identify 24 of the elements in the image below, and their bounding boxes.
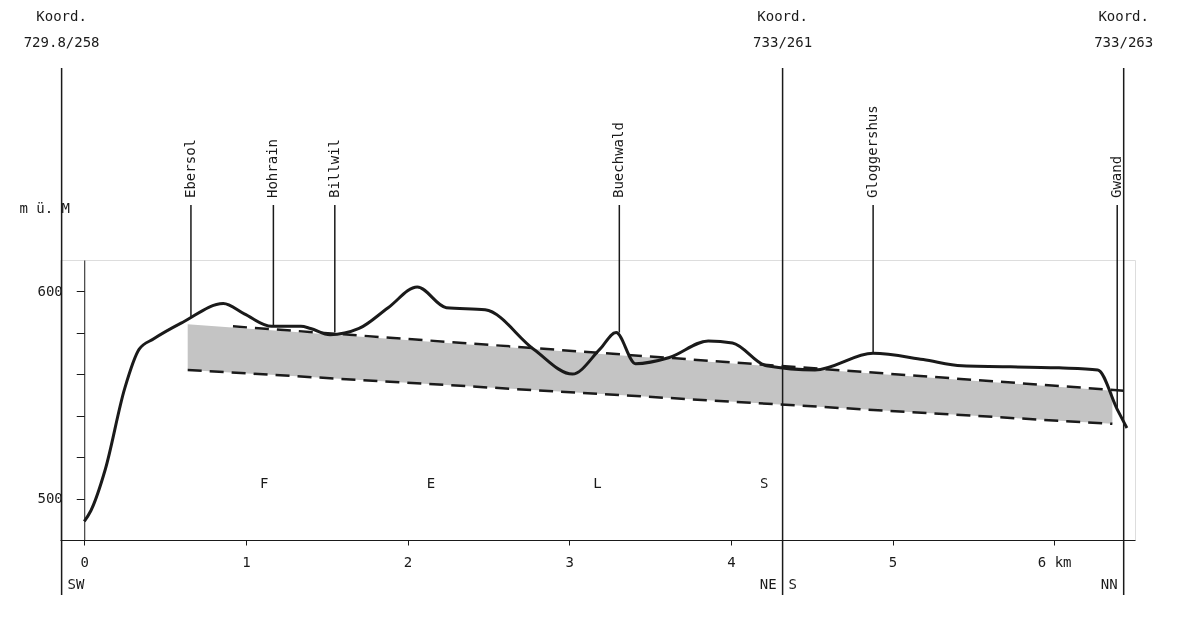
- y-axis-title: m ü. M: [19, 199, 71, 216]
- y-tick-label: 600: [37, 282, 63, 299]
- ref-line-label: Koord. 733/263: [1094, 8, 1154, 50]
- annotation: Buechwald: [610, 122, 627, 198]
- text: NE: [759, 576, 777, 592]
- x-tick-label: 5: [888, 553, 898, 570]
- annotation: Billwil: [325, 138, 342, 198]
- x-tick-label: 0: [80, 553, 89, 570]
- y-tick-label: 500: [37, 490, 63, 507]
- ref-line-label: Koord. 733/261: [753, 8, 813, 50]
- x-tick-label: 2: [403, 553, 413, 570]
- x-tick-label: 1: [242, 553, 251, 570]
- text: NN: [1100, 576, 1118, 592]
- text: F E L S: [260, 475, 769, 491]
- annotation: Ebersol: [181, 138, 198, 198]
- annotation: Gwand: [1108, 155, 1125, 198]
- annotation: Hohrain: [264, 138, 281, 198]
- annotation: Gloggershus: [864, 105, 881, 198]
- x-tick-label: 3: [565, 553, 574, 570]
- x-tick-label: 4: [727, 553, 736, 570]
- text: S: [788, 576, 798, 592]
- text: SW: [67, 576, 86, 592]
- ref-line-label: Koord. 729.8/258: [23, 8, 100, 50]
- x-tick-label: 6 km: [1037, 553, 1072, 570]
